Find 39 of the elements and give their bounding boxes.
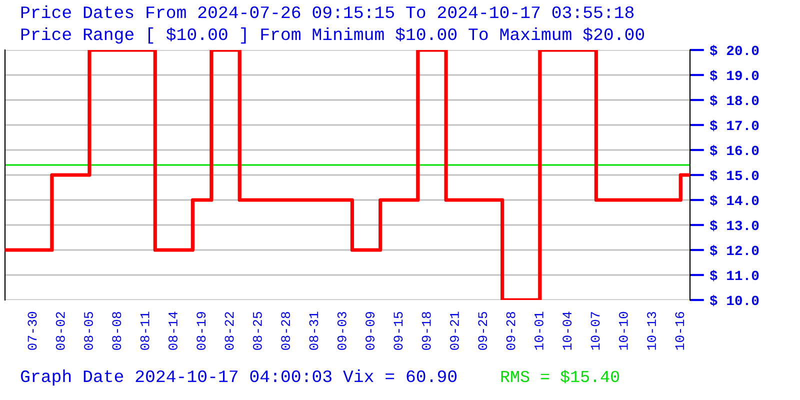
x-tick-label: 10-07 xyxy=(590,312,600,350)
x-tick-label: 08-19 xyxy=(196,312,206,350)
text: Graph Date 2024-10-17 04:00:03 Vix = 60.90 xyxy=(20,369,457,386)
x-tick-label: 09-18 xyxy=(422,312,431,350)
y-tick-label: $ 12.0 xyxy=(710,244,759,256)
x-tick-label: 08-31 xyxy=(309,312,318,350)
y-tick-label: $ 15.0 xyxy=(710,170,759,182)
y-tick-label: $ 17.0 xyxy=(710,120,759,132)
x-tick-label: 08-22 xyxy=(224,312,234,350)
y-tick-label: $ 18.0 xyxy=(710,94,759,106)
x-tick-label: 10-04 xyxy=(562,312,572,350)
x-tick-label: 08-02 xyxy=(56,312,65,350)
ref-line-label: RMS = $15.40 xyxy=(501,370,619,384)
chart-title: Price Dates From 2024-07-26 09:15:15 To 2024-10-17 03:55:18 xyxy=(21,5,634,18)
x-tick-label: 10-13 xyxy=(647,312,656,350)
x-tick-label: 09-25 xyxy=(478,312,488,350)
x-tick-label: 09-15 xyxy=(394,312,403,350)
x-tick-label: 08-11 xyxy=(140,312,150,350)
x-tick-label: 09-09 xyxy=(366,312,374,350)
y-tick-label: $ 14.0 xyxy=(710,194,759,206)
x-tick-label: 09-21 xyxy=(450,312,459,350)
y-tick-label: $ 11.0 xyxy=(710,270,759,282)
y-tick-label: $ 19.0 xyxy=(710,70,759,82)
x-tick-label: 10-01 xyxy=(534,312,544,350)
x-tick-label: 08-25 xyxy=(252,312,262,350)
x-tick-label: 07-30 xyxy=(28,312,37,350)
y-tick-label: $ 16.0 xyxy=(710,144,759,156)
x-tick-label: 08-05 xyxy=(84,312,93,350)
chart-subtitle: Price Range [ $10.00 ] From Minimum $10.00 To Maximum $20.00 xyxy=(21,27,644,44)
y-tick-label: $ 10.0 xyxy=(710,294,759,306)
x-tick-label: 08-14 xyxy=(168,312,178,350)
x-tick-label: 10-10 xyxy=(618,312,628,350)
y-tick-label: $ 13.0 xyxy=(710,220,759,232)
y-tick-label: $ 20.0 xyxy=(710,44,759,56)
x-tick-label: 09-28 xyxy=(506,312,516,350)
x-tick-label: 08-08 xyxy=(112,312,122,350)
x-tick-label: 10-16 xyxy=(675,312,684,350)
x-tick-label: 08-28 xyxy=(281,312,290,350)
x-tick-label: 09-03 xyxy=(337,312,346,350)
